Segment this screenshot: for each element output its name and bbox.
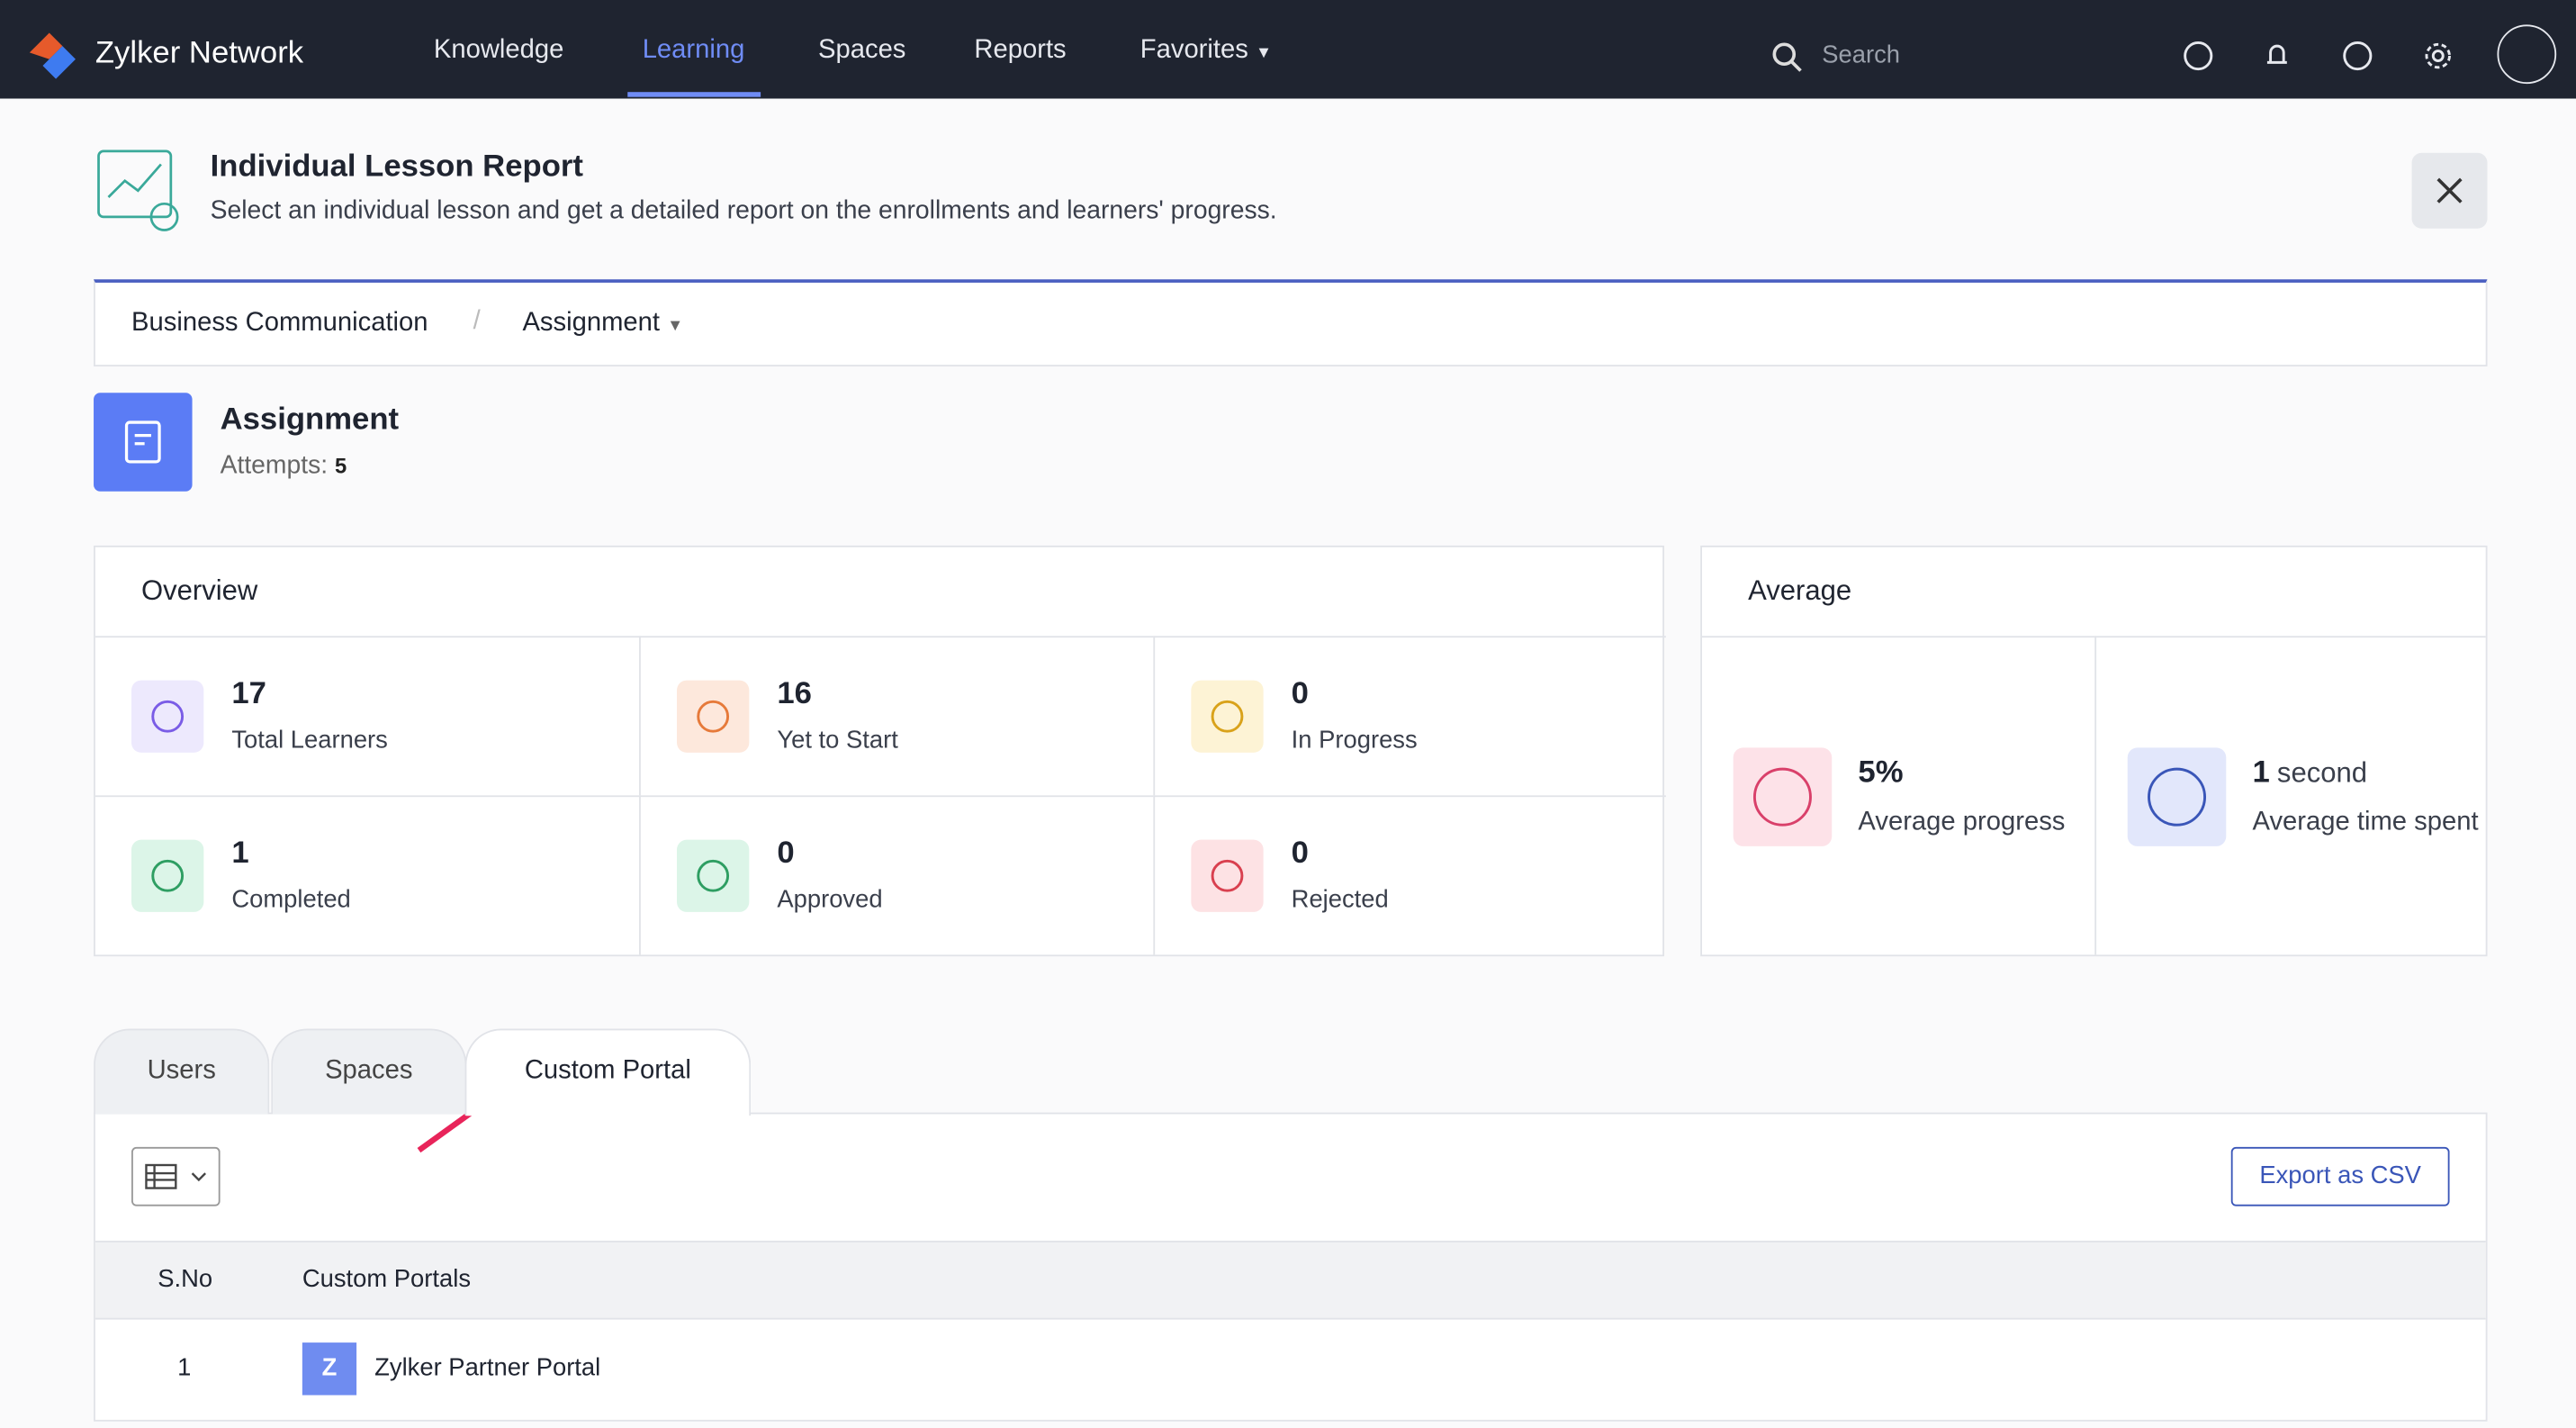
stat-cell: 16 Yet to Start [639, 636, 1154, 796]
stat-icon [131, 839, 204, 912]
menu-item[interactable]: Reports [974, 36, 1066, 66]
tab[interactable]: Custom Portal [464, 1028, 752, 1116]
report-icon [97, 149, 179, 231]
view-toggle[interactable] [131, 1146, 221, 1207]
column-header: Custom Portals [302, 1265, 472, 1294]
attempts-value: 5 [334, 453, 347, 479]
stat-cell: 0 Rejected [1153, 795, 1666, 955]
tab[interactable]: Users [94, 1028, 270, 1115]
stat-label: Approved [777, 885, 883, 914]
logo [29, 32, 76, 79]
search-icon [1772, 42, 1802, 72]
stat-icon [677, 839, 750, 912]
stat-label: Completed [231, 885, 351, 914]
stat-label: Yet to Start [777, 726, 898, 755]
menu-text: Knowledge [433, 36, 564, 65]
card-title: Overview [140, 574, 258, 607]
crumb[interactable]: Business Communication [131, 309, 428, 338]
stat-cell: 0 In Progress [1153, 636, 1666, 796]
average-value: 5% [1858, 756, 1903, 792]
stat-label: Rejected [1291, 885, 1389, 914]
nav-icons[interactable] [2178, 36, 2474, 76]
average-cell: 1 second Average time spent [2094, 636, 2486, 955]
menu-item[interactable]: Knowledge [434, 36, 564, 66]
table-row[interactable]: 1 Z Zylker Partner Portal [95, 1318, 2486, 1420]
stat-icon [677, 680, 750, 753]
column-header: S.No [158, 1265, 213, 1294]
average-icon [1733, 747, 1833, 846]
avatar[interactable] [2497, 24, 2557, 85]
subtitle: Select an individual lesson and get a de… [210, 197, 1277, 226]
lesson-title: Assignment [220, 402, 400, 438]
stat-icon [131, 680, 204, 753]
close-button[interactable] [2411, 152, 2488, 229]
stat-label: In Progress [1291, 726, 1418, 755]
crumb[interactable]: Assignment ▼ [522, 309, 684, 338]
stat-cell: 1 Completed [95, 795, 640, 954]
menu-text: Reports [974, 36, 1067, 65]
stat-value: 0 [777, 836, 795, 872]
unit: second [2276, 757, 2368, 790]
stat-label: Total Learners [231, 726, 388, 755]
stat-value: 1 [231, 836, 249, 872]
menu-item[interactable]: Learning [643, 36, 745, 66]
menu-text: Spaces [817, 36, 906, 65]
value: 5% [1858, 755, 1904, 791]
breadcrumb: Business Communication / Assignment ▼ [94, 279, 2488, 366]
separator: / [473, 307, 481, 336]
menu-item[interactable]: Spaces [818, 36, 905, 66]
stat-icon [1191, 680, 1264, 753]
brand: Zylker Network [95, 36, 304, 71]
value: 1 [2252, 755, 2270, 791]
cell: 1 [177, 1353, 192, 1382]
navbar: Zylker Network Search [0, 0, 2576, 99]
stat-cell: 0 Approved [639, 795, 1154, 955]
average-card: Average 5% Average progress 1 second Ave… [1700, 545, 2488, 957]
stat-value: 0 [1291, 676, 1309, 712]
export-button[interactable]: Export as CSV [2230, 1146, 2450, 1207]
menu-item[interactable]: Favorites ▼ [1139, 36, 1273, 65]
stat-icon [1191, 839, 1264, 912]
lesson-icon [94, 393, 193, 492]
crumb-text: Assignment [522, 309, 661, 338]
stat-value: 16 [777, 676, 812, 712]
title: Individual Lesson Report [210, 149, 583, 185]
search[interactable]: Search [1822, 41, 1901, 69]
attempts: Attempts: 5 [221, 452, 347, 482]
average-value: 1 second [2252, 756, 2367, 792]
average-label: Average time spent [2252, 808, 2479, 836]
tab[interactable]: Spaces [271, 1028, 467, 1115]
attempts-label: Attempts: [220, 451, 329, 480]
average-label: Average progress [1858, 808, 2066, 836]
portal-initial: Z [302, 1342, 357, 1396]
table-header: S.No Custom Portals [95, 1240, 2486, 1320]
stat-value: 0 [1291, 836, 1309, 872]
average-icon [2127, 747, 2227, 846]
menu-text: Learning [642, 36, 745, 65]
panel: Export as CSV S.No Custom Portals 1 Z Zy… [94, 1112, 2488, 1422]
stat-value: 17 [231, 676, 266, 712]
overview-card: Overview 17 Total Learners 16 Yet to Sta… [94, 545, 1666, 957]
menu-text: Favorites [1139, 36, 1248, 65]
average-cell: 5% Average progress [1702, 636, 2095, 954]
card-title: Average [1748, 574, 1852, 607]
active-indicator [627, 92, 761, 97]
cell: Zylker Partner Portal [374, 1353, 601, 1382]
stat-cell: 17 Total Learners [95, 636, 640, 795]
